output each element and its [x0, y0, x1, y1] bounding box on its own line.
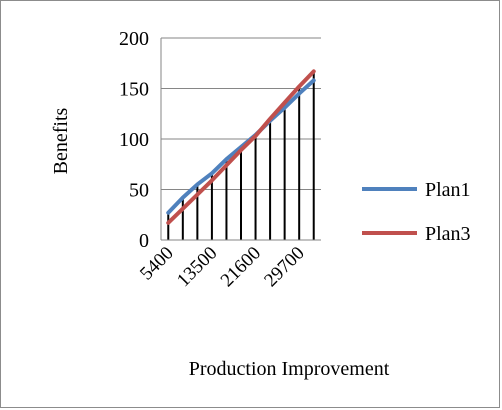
x-tick-label: 29700 — [260, 243, 308, 291]
drop-lines — [167, 71, 315, 240]
x-tick-label: 13500 — [173, 243, 221, 291]
y-tick-label: 200 — [119, 28, 149, 50]
x-tick-label: 21600 — [217, 243, 265, 291]
series-line — [166, 69, 316, 225]
series-line — [166, 78, 316, 215]
legend-label: Plan3 — [425, 223, 471, 245]
y-tick-label: 0 — [139, 230, 149, 252]
y-tick-label: 50 — [129, 180, 149, 202]
legend-label: Plan1 — [425, 179, 471, 201]
x-axis-label: Production Improvement — [189, 358, 390, 380]
y-tick-label: 150 — [119, 79, 149, 101]
legend: Plan1 Plan3 — [362, 179, 471, 245]
series-lines — [166, 69, 316, 225]
y-axis-label: Benefits — [50, 107, 72, 174]
y-tick-labels: 0 50 100 150 200 — [119, 28, 149, 252]
y-tick-label: 100 — [119, 129, 149, 151]
